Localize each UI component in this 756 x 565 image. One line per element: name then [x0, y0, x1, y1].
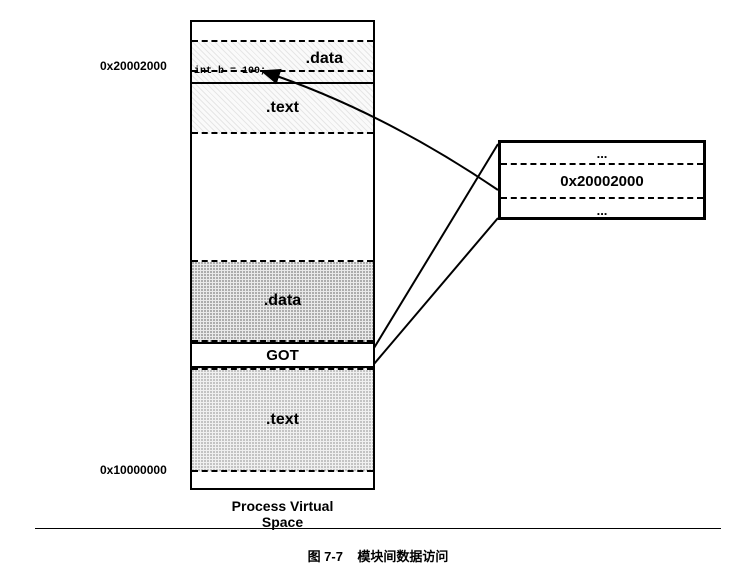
magnifier-row-mag-top: ... — [501, 143, 703, 165]
segment-bottom-gap — [192, 472, 373, 492]
segment-upper-text: .text — [192, 84, 373, 134]
address-label-lower: 0x10000000 — [100, 463, 167, 477]
segment-mid-gap — [192, 134, 373, 262]
connector-got-to-mag-top — [374, 144, 498, 348]
memory-stack: .data.text.dataGOT.text — [190, 20, 375, 490]
segment-upper-data: .data — [192, 42, 373, 84]
figure-title: 模块间数据访问 — [357, 549, 448, 564]
got-magnified-view: ...0x20002000... — [498, 140, 706, 220]
segment-lower-data: .data — [192, 262, 373, 342]
figure-caption: 图 7-7 模块间数据访问 — [0, 546, 756, 565]
separator-line — [35, 528, 721, 529]
segment-label: .data — [306, 50, 343, 68]
segment-lower-text: .text — [192, 368, 373, 472]
segment-top-gap — [192, 22, 373, 42]
connector-overlay — [0, 0, 756, 563]
segment-got: GOT — [192, 342, 373, 368]
axis-label: Process VirtualSpace — [190, 498, 375, 530]
connector-got-to-mag-bottom — [374, 218, 498, 364]
magnifier-row-mag-bottom: ... — [501, 199, 703, 221]
int-b-declaration: int b = 100; — [194, 66, 266, 77]
address-label-upper: 0x20002000 — [100, 59, 167, 73]
magnifier-row-mag-middle: 0x20002000 — [501, 165, 703, 199]
figure-number: 图 7-7 — [308, 549, 343, 564]
